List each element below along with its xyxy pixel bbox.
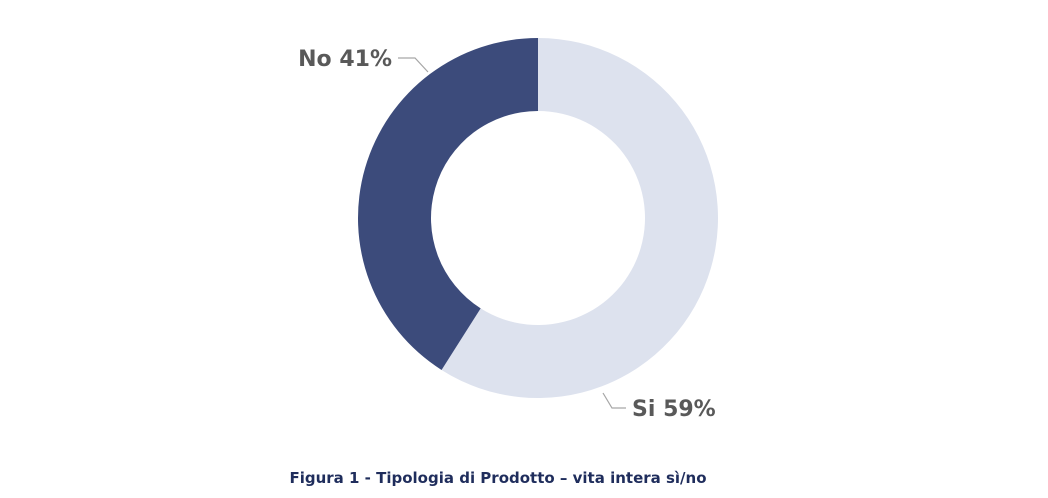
slice-label: Si 59% bbox=[632, 397, 716, 422]
slice-label: No 41% bbox=[298, 47, 392, 72]
donut bbox=[357, 38, 718, 398]
value-label: 59% bbox=[663, 397, 716, 422]
value-label: 41% bbox=[339, 47, 392, 72]
leader-line bbox=[602, 392, 626, 409]
category-label: Si bbox=[632, 397, 655, 422]
caption: Figura 1 - Tipologia di Prodotto – vita … bbox=[289, 469, 706, 487]
leader-line bbox=[398, 57, 429, 73]
category-label: No bbox=[298, 47, 332, 72]
donut-slice bbox=[441, 38, 718, 398]
donut-slice bbox=[357, 38, 538, 370]
